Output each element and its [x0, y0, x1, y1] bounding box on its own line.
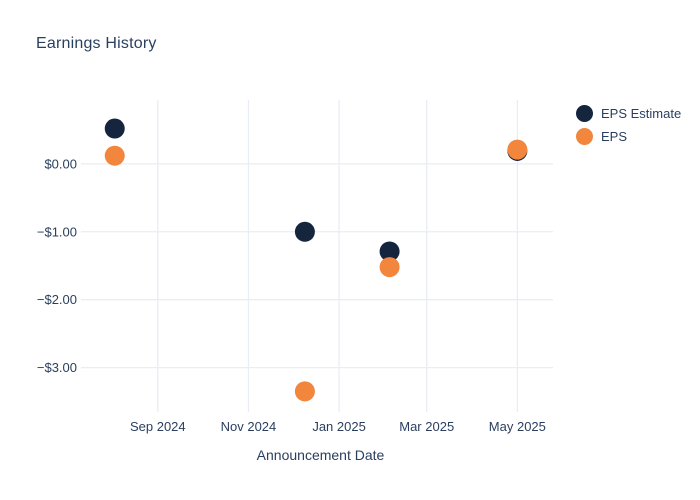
data-point-eps — [294, 381, 315, 402]
y-tick-label: −$3.00 — [37, 360, 77, 375]
data-point-eps-estimate — [294, 221, 315, 242]
y-tick-label: $0.00 — [44, 156, 77, 171]
legend-label-eps: EPS — [601, 129, 628, 144]
x-tick-label: Sep 2024 — [130, 419, 186, 434]
eps-marker-icon — [576, 128, 593, 145]
data-point-eps — [379, 257, 400, 278]
x-tick-label: May 2025 — [489, 419, 546, 434]
y-tick-label: −$1.00 — [37, 224, 77, 239]
data-point-eps — [104, 145, 125, 166]
x-tick-label: Nov 2024 — [221, 419, 277, 434]
chart-title: Earnings History — [36, 35, 157, 52]
eps-estimate-marker-icon — [576, 105, 593, 122]
legend: EPS Estimate EPS — [576, 105, 681, 145]
legend-label-eps-estimate: EPS Estimate — [601, 106, 682, 121]
x-tick-label: Mar 2025 — [399, 419, 454, 434]
data-point-eps — [507, 139, 528, 160]
legend-item-eps[interactable]: EPS — [576, 128, 681, 145]
x-tick-label: Jan 2025 — [312, 419, 366, 434]
y-tick-label: −$2.00 — [37, 292, 77, 307]
data-point-eps-estimate — [379, 241, 400, 262]
x-axis-title: Announcement Date — [256, 447, 385, 463]
data-point-eps-estimate — [104, 118, 125, 139]
legend-item-eps-estimate[interactable]: EPS Estimate — [576, 105, 681, 122]
